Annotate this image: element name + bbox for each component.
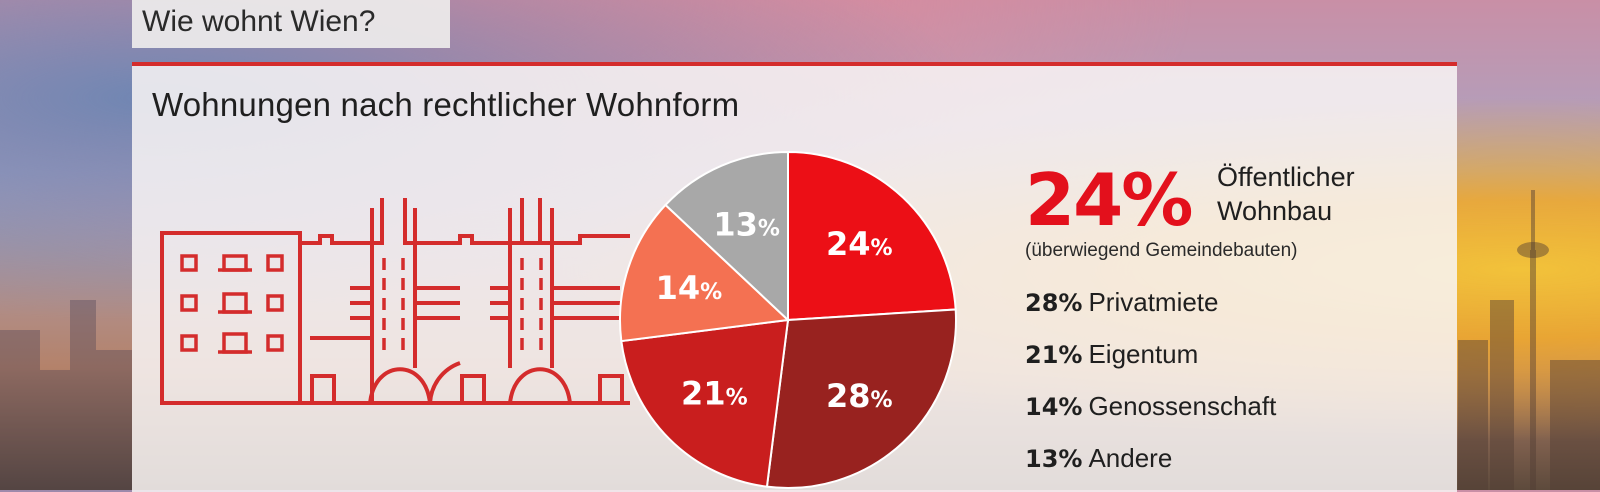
legend-highlight-name-line1: Öffentlicher <box>1217 162 1355 192</box>
pie-slice-label-3: 14% <box>656 269 723 307</box>
legend-row-andere: 13% Andere <box>1025 432 1445 484</box>
pie-slice-1 <box>765 308 957 489</box>
pie-chart: 24% 28% 21% 14% 13% <box>619 150 957 489</box>
legend-row-privatmiete: 28% Privatmiete <box>1025 276 1445 328</box>
chart-subtitle: Wohnungen nach rechtlicher Wohnform <box>152 86 740 123</box>
legend-value: 14% <box>1025 393 1083 421</box>
legend-highlight: 24% Öffentlicher Wohnbau <box>1025 160 1445 240</box>
legend-highlight-name-line2: Wohnbau <box>1217 196 1333 226</box>
pie-slice-label-1: 28% <box>826 377 893 415</box>
pie-slice-label-4: 13% <box>713 205 780 243</box>
legend-label: Genossenschaft <box>1088 391 1277 421</box>
legend-row-genossenschaft: 14% Genossenschaft <box>1025 380 1445 432</box>
legend-highlight-value: 24% <box>1025 158 1193 242</box>
legend-label: Privatmiete <box>1088 287 1219 317</box>
building-illustration <box>160 198 630 405</box>
pie-slice-0 <box>787 150 957 322</box>
pie-slice-4 <box>664 150 789 323</box>
legend: 24% Öffentlicher Wohnbau (überwiegend Ge… <box>1025 160 1445 484</box>
legend-highlight-note: (überwiegend Gemeindebauten) <box>1025 240 1298 261</box>
legend-highlight-name: Öffentlicher Wohnbau <box>1217 160 1417 228</box>
legend-value: 13% <box>1025 445 1083 473</box>
header-tag: Wie wohnt Wien? <box>132 0 450 48</box>
legend-value: 21% <box>1025 341 1083 369</box>
pie-slice-label-2: 21% <box>681 375 748 413</box>
legend-row-eigentum: 21% Eigentum <box>1025 328 1445 380</box>
legend-value: 28% <box>1025 289 1083 317</box>
pie-slice-label-0: 24% <box>826 225 893 263</box>
pie-slice-3 <box>619 203 791 343</box>
pie-slice-2 <box>620 318 790 488</box>
legend-label: Andere <box>1088 443 1173 473</box>
legend-label: Eigentum <box>1088 339 1199 369</box>
